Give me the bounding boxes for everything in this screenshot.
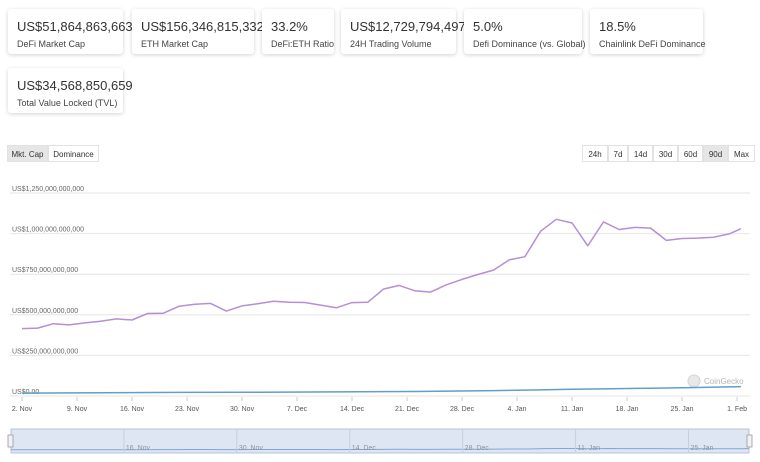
x-tick-label: 25. Jan — [671, 406, 694, 413]
x-tick-label: 7. Dec — [287, 406, 308, 413]
coingecko-logo-icon — [687, 374, 701, 388]
x-tick-label: 14. Dec — [340, 406, 365, 413]
x-tick-label: 16. Nov — [120, 406, 145, 413]
stat-label: 24H Trading Volume — [350, 39, 432, 49]
x-tick-label: 11. Jan — [561, 406, 584, 413]
x-tick-label: 30. Nov — [230, 406, 255, 413]
watermark-text: CoinGecko — [704, 377, 744, 386]
x-tick-label: 28. Dec — [450, 406, 475, 413]
stat-value: US$156,346,815,332 — [141, 19, 264, 34]
y-tick-label: US$1,000,000,000,000 — [12, 227, 84, 234]
x-tick-label: 1. Feb — [727, 406, 747, 413]
range-14d-button[interactable]: 14d — [628, 145, 653, 162]
stat-label: Defi Dominance (vs. Global) — [473, 39, 586, 49]
x-tick-label: 18. Jan — [616, 406, 639, 413]
mkt-cap-tab[interactable]: Mkt. Cap — [7, 145, 48, 162]
stat-value: US$51,864,863,663 — [17, 19, 133, 34]
secondary-series-line — [21, 385, 742, 394]
y-tick-label: US$750,000,000,000 — [12, 267, 78, 274]
navigator-range[interactable] — [10, 428, 750, 454]
stat-label: Chainlink DeFi Dominance — [599, 39, 706, 49]
stat-value: US$34,568,850,659 — [17, 78, 133, 93]
stat-value: 5.0% — [473, 19, 503, 34]
y-tick-label: US$250,000,000,000 — [12, 348, 78, 355]
x-tick-label: 2. Nov — [12, 406, 33, 413]
stat-card-defi-eth-ratio: 33.2% DeFi:ETH Ratio — [262, 9, 334, 54]
stat-label: Total Value Locked (TVL) — [17, 98, 118, 108]
navigator[interactable]: 16. Nov 30. Nov 14. Dec 28. Dec 11. Jan 25. J… — [7, 428, 753, 454]
stat-value: 33.2% — [271, 19, 308, 34]
navigator-tick-label: 11. Jan — [578, 445, 601, 452]
range-max-button[interactable]: Max — [728, 145, 755, 162]
navigator-right-handle[interactable] — [746, 434, 753, 448]
range-24h-button[interactable]: 24h — [582, 145, 608, 162]
navigator-tick-label: 25. Jan — [691, 445, 714, 452]
stat-card-24h-trading-volume: US$12,729,794,497 24H Trading Volume — [341, 9, 466, 54]
y-tick-label: US$0.00 — [12, 389, 39, 396]
stat-card-defi-dominance: 5.0% Defi Dominance (vs. Global) — [464, 9, 586, 54]
navigator-line — [11, 447, 750, 451]
range-7d-button[interactable]: 7d — [608, 145, 628, 162]
stat-card-defi-market-cap: US$51,864,863,663 DeFi Market Cap — [8, 9, 133, 54]
stat-value: US$12,729,794,497 — [350, 19, 466, 34]
navigator-tick-label: 28. Dec — [465, 445, 490, 452]
navigator-tick-label: 30. Nov — [239, 445, 264, 452]
stat-card-chainlink-defi-dominance: 18.5% Chainlink DeFi Dominance — [590, 9, 706, 54]
stat-value: 18.5% — [599, 19, 636, 34]
stat-label: DeFi Market Cap — [17, 39, 86, 49]
stat-label: ETH Market Cap — [141, 39, 209, 49]
y-tick-label: US$500,000,000,000 — [12, 308, 78, 315]
dominance-tab[interactable]: Dominance — [48, 145, 99, 162]
range-30d-button[interactable]: 30d — [653, 145, 678, 162]
range-60d-button[interactable]: 60d — [678, 145, 703, 162]
coingecko-watermark: CoinGecko — [687, 374, 744, 388]
x-tick-label: 9. Nov — [67, 406, 88, 413]
market-cap-line — [21, 218, 742, 330]
range-90d-button[interactable]: 90d — [703, 145, 728, 162]
navigator-tick-label: 14. Dec — [352, 445, 377, 452]
x-tick-label: 4. Jan — [508, 406, 527, 413]
stat-card-eth-market-cap: US$156,346,815,332 ETH Market Cap — [132, 9, 264, 54]
y-tick-label: US$1,250,000,000,000 — [12, 186, 84, 193]
navigator-tick-label: 16. Nov — [126, 445, 151, 452]
stat-card-total-value-locked: US$34,568,850,659 Total Value Locked (TV… — [8, 68, 133, 113]
navigator-left-handle[interactable] — [7, 434, 14, 448]
x-tick-label: 23. Nov — [175, 406, 200, 413]
stat-label: DeFi:ETH Ratio — [271, 39, 335, 49]
x-tick-label: 21. Dec — [395, 406, 420, 413]
